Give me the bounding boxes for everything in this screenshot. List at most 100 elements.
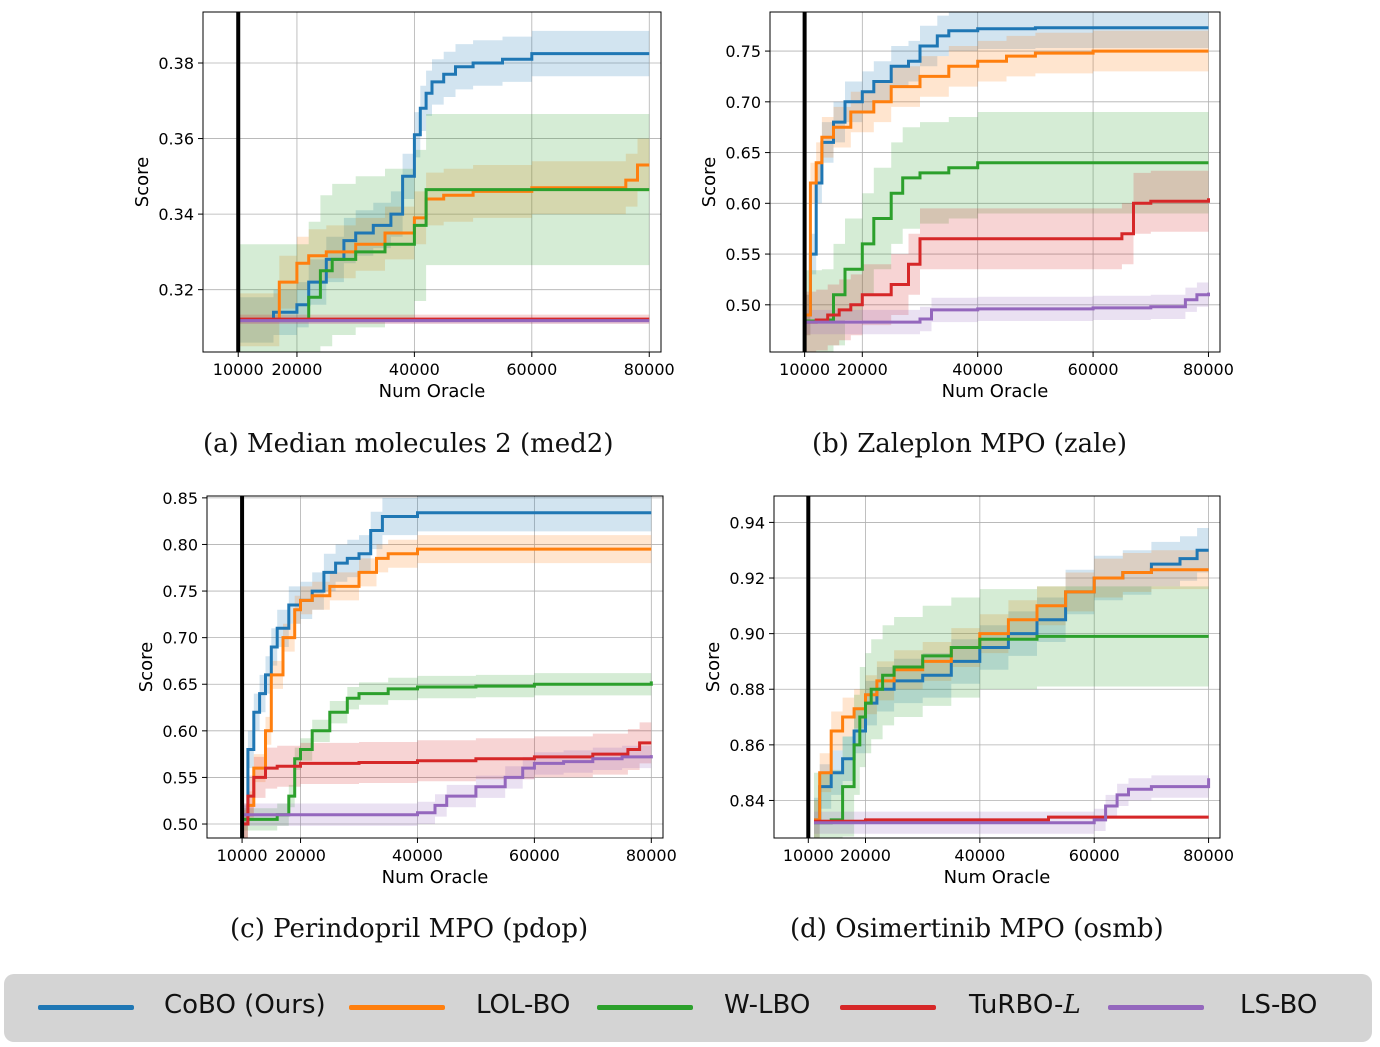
series-line-w-lbo — [238, 188, 650, 322]
series-line-cobo-ours- — [238, 52, 650, 322]
x-tick-label: 40000 — [954, 846, 1005, 865]
y-axis-label: Score — [699, 157, 720, 207]
legend-label-turbo-italic: L — [1063, 990, 1081, 1020]
x-tick-label: 60000 — [1068, 360, 1119, 379]
x-axis-label: Num Oracle — [379, 381, 486, 402]
y-tick-label: 0.60 — [725, 194, 761, 213]
y-tick-label: 0.90 — [729, 625, 765, 644]
legend-label-turbo-text: TuRBO- — [969, 990, 1064, 1020]
x-tick-label: 80000 — [1183, 360, 1234, 379]
y-tick-label: 0.84 — [729, 791, 765, 810]
y-axis-label: Score — [132, 157, 153, 207]
chart-med2: 10000 20000 40000 60000 80000 0.32 0.34 0.36 0.3… — [132, 11, 675, 402]
plot-frame — [769, 11, 1221, 353]
x-tick-label: 20000 — [275, 846, 326, 865]
band-w-lbo — [238, 114, 650, 352]
caption-pdop: (c) Perindopril MPO (pdop) — [230, 914, 589, 944]
y-tick-label: 0.50 — [162, 815, 198, 834]
x-tick-label: 10000 — [213, 360, 264, 379]
series-line-lol-bo — [242, 547, 652, 826]
band-turbo-l — [804, 167, 1209, 352]
y-tick-label: 0.55 — [725, 245, 761, 264]
series-line-turbo-l — [804, 198, 1210, 324]
y-tick-label: 0.70 — [725, 93, 761, 112]
legend: CoBO (Ours) LOL-BO W-LBO TuRBO-L LS-BO — [4, 974, 1372, 1042]
chart-osmb: 10000 20000 40000 60000 80000 0.84 0.86 0.88 0.9… — [703, 495, 1234, 888]
x-tick-label: 20000 — [837, 360, 888, 379]
y-tick-label: 0.32 — [158, 281, 194, 300]
y-tick-label: 0.75 — [725, 42, 761, 61]
band-lol-bo — [804, 30, 1209, 336]
series-line-lol-bo — [804, 49, 1209, 317]
plot-frame — [773, 495, 1221, 839]
series-line-turbo-l — [242, 741, 652, 826]
legend-line-wlbo — [597, 1005, 693, 1010]
y-axis-label: Score — [136, 642, 157, 692]
legend-line-turbo — [840, 1005, 936, 1010]
caption-med2: (a) Median molecules 2 (med2) — [203, 429, 614, 459]
band-lol-bo — [814, 550, 1209, 838]
legend-label-cobo: CoBO (Ours) — [164, 990, 326, 1020]
y-tick-label: 0.50 — [725, 296, 761, 315]
chart-zale: 10000 20000 40000 60000 80000 0.50 0.55 0.60 0.6… — [699, 11, 1234, 402]
band-cobo-ours- — [804, 12, 1209, 336]
y-tick-label: 0.65 — [725, 144, 761, 163]
series-line-cobo-ours- — [804, 26, 1209, 317]
series-line-lol-bo — [238, 163, 650, 322]
x-tick-label: 20000 — [840, 846, 891, 865]
x-tick-label: 80000 — [624, 360, 675, 379]
legend-label-lsbo: LS-BO — [1240, 990, 1318, 1020]
y-tick-label: 0.55 — [162, 768, 198, 787]
x-tick-label: 60000 — [509, 846, 560, 865]
y-tick-label: 0.75 — [162, 582, 198, 601]
x-axis-label: Num Oracle — [382, 867, 489, 888]
legend-label-lolbo: LOL-BO — [476, 990, 571, 1020]
band-cobo-ours- — [238, 30, 650, 343]
y-tick-label: 0.85 — [162, 489, 198, 508]
y-tick-label: 0.86 — [729, 736, 765, 755]
x-tick-label: 10000 — [779, 360, 830, 379]
x-tick-label: 60000 — [506, 360, 557, 379]
y-tick-label: 0.60 — [162, 722, 198, 741]
legend-line-lsbo — [1108, 1005, 1204, 1010]
x-tick-label: 60000 — [1069, 846, 1120, 865]
band-w-lbo — [814, 586, 1209, 838]
series-line-turbo-l — [814, 815, 1209, 823]
series-line-ls-bo — [804, 292, 1210, 324]
y-tick-label: 0.80 — [162, 535, 198, 554]
x-tick-label: 10000 — [217, 846, 268, 865]
y-tick-label: 0.38 — [158, 54, 194, 73]
y-tick-label: 0.70 — [162, 629, 198, 648]
band-cobo-ours- — [242, 496, 652, 838]
legend-label-wlbo: W-LBO — [724, 990, 811, 1020]
x-tick-label: 40000 — [952, 360, 1003, 379]
band-w-lbo — [242, 670, 652, 831]
x-tick-label: 40000 — [389, 360, 440, 379]
caption-osmb: (d) Osimertinib MPO (osmb) — [790, 914, 1164, 944]
x-tick-label: 10000 — [783, 846, 834, 865]
y-tick-label: 0.36 — [158, 130, 194, 149]
x-tick-label: 80000 — [1183, 846, 1234, 865]
y-tick-label: 0.34 — [158, 205, 194, 224]
y-axis-label: Score — [703, 642, 724, 692]
y-tick-label: 0.88 — [729, 680, 765, 699]
x-tick-label: 80000 — [626, 846, 677, 865]
plot-frame — [206, 495, 664, 839]
legend-line-cobo — [38, 1005, 134, 1010]
band-w-lbo — [804, 112, 1209, 352]
band-turbo-l — [242, 722, 652, 838]
x-tick-label: 40000 — [392, 846, 443, 865]
chart-pdop: 10000 20000 40000 60000 80000 0.50 0.55 0.60 0.6… — [136, 489, 677, 888]
legend-line-lolbo — [349, 1005, 445, 1010]
legend-label-turbo: TuRBO-L — [969, 990, 1081, 1020]
series-line-lol-bo — [814, 568, 1209, 822]
plot-frame — [202, 11, 662, 353]
y-tick-label: 0.94 — [729, 513, 765, 532]
series-line-ls-bo — [242, 755, 653, 817]
series-line-w-lbo — [814, 634, 1209, 825]
x-tick-label: 20000 — [271, 360, 322, 379]
band-ls-bo — [814, 767, 1209, 834]
x-axis-label: Num Oracle — [942, 381, 1049, 402]
series-line-w-lbo — [242, 681, 653, 821]
